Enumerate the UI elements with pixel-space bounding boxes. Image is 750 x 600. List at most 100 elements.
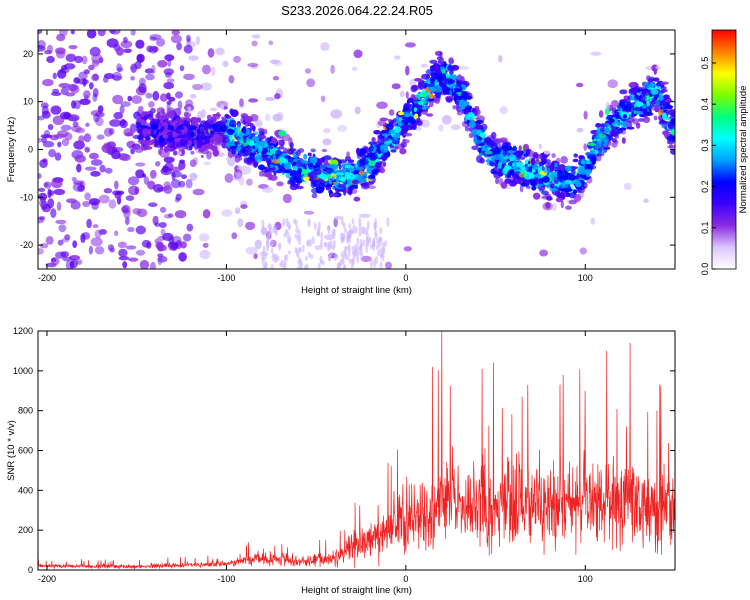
ridge-speckle bbox=[475, 119, 484, 125]
noise-speckle bbox=[288, 224, 292, 231]
ridge-speckle bbox=[670, 129, 675, 136]
noise-speckle bbox=[127, 226, 135, 233]
ridge-speckle bbox=[414, 78, 423, 82]
noise-speckle bbox=[148, 101, 155, 108]
noise-speckle bbox=[403, 246, 412, 252]
ridge-speckle bbox=[337, 183, 347, 189]
noise-speckle bbox=[270, 263, 274, 269]
noise-speckle bbox=[74, 154, 86, 163]
ridge-speckle bbox=[206, 114, 212, 121]
noise-speckle bbox=[335, 254, 339, 259]
ridge-speckle bbox=[467, 95, 471, 100]
noise-speckle bbox=[330, 64, 335, 74]
ridge-speckle bbox=[271, 137, 278, 144]
noise-speckle bbox=[284, 228, 288, 234]
noise-speckle bbox=[351, 218, 355, 225]
noise-speckle bbox=[54, 133, 66, 139]
noise-speckle bbox=[231, 232, 238, 240]
ridge-speckle bbox=[474, 139, 483, 144]
x-tick-label: -100 bbox=[217, 273, 235, 283]
ridge-speckle bbox=[546, 196, 553, 201]
spectrogram-field bbox=[38, 30, 675, 269]
ridge-speckle bbox=[471, 145, 479, 151]
noise-speckle bbox=[109, 247, 115, 253]
ridge-speckle bbox=[545, 159, 551, 164]
ridge-speckle bbox=[554, 179, 559, 184]
noise-speckle bbox=[183, 73, 195, 81]
ridge-speckle bbox=[315, 178, 324, 183]
ridge-speckle bbox=[422, 100, 429, 104]
ridge-speckle bbox=[428, 100, 434, 108]
ridge-speckle bbox=[283, 147, 289, 155]
ridge-speckle bbox=[407, 116, 415, 123]
ridge-speckle bbox=[426, 113, 434, 117]
ridge-speckle bbox=[489, 161, 496, 167]
noise-speckle bbox=[121, 204, 131, 214]
noise-speckle bbox=[346, 231, 350, 240]
ridge-speckle bbox=[184, 112, 192, 118]
ridge-speckle bbox=[203, 161, 211, 166]
noise-speckle bbox=[114, 180, 119, 190]
noise-speckle bbox=[81, 55, 88, 65]
noise-speckle bbox=[155, 161, 161, 167]
ridge-speckle bbox=[358, 170, 365, 176]
ridge-speckle bbox=[245, 159, 252, 165]
colorbar-tick-label: 0.0 bbox=[700, 263, 710, 276]
ridge-speckle bbox=[666, 135, 675, 142]
ridge-speckle bbox=[642, 103, 647, 109]
noise-speckle bbox=[224, 173, 234, 183]
ridge-speckle bbox=[213, 142, 218, 149]
noise-speckle bbox=[186, 223, 194, 232]
noise-speckle bbox=[175, 240, 182, 250]
ridge-speckle bbox=[619, 111, 623, 116]
ridge-speckle bbox=[288, 148, 297, 152]
noise-speckle bbox=[239, 165, 252, 175]
noise-speckle bbox=[177, 100, 183, 110]
noise-speckle bbox=[83, 133, 92, 143]
ridge-speckle bbox=[611, 130, 616, 137]
noise-speckle bbox=[319, 240, 323, 248]
noise-speckle bbox=[57, 239, 64, 246]
noise-speckle bbox=[623, 182, 632, 190]
noise-speckle bbox=[68, 45, 78, 50]
noise-speckle bbox=[175, 193, 182, 201]
noise-speckle bbox=[339, 259, 343, 266]
ridge-speckle bbox=[399, 90, 405, 98]
noise-speckle bbox=[262, 186, 274, 193]
noise-speckle bbox=[356, 237, 360, 246]
ridge-speckle bbox=[414, 113, 419, 119]
noise-speckle bbox=[304, 255, 308, 262]
noise-speckle bbox=[295, 225, 299, 234]
ridge-speckle bbox=[178, 134, 187, 139]
noise-speckle bbox=[90, 237, 103, 247]
noise-speckle bbox=[323, 128, 331, 134]
noise-speckle bbox=[76, 259, 83, 265]
noise-speckle bbox=[53, 188, 66, 196]
noise-speckle bbox=[576, 127, 584, 133]
ridge-speckle bbox=[135, 122, 142, 129]
ridge-speckle bbox=[155, 114, 159, 118]
ridge-speckle bbox=[655, 65, 661, 70]
ridge-speckle bbox=[662, 120, 669, 125]
ridge-speckle bbox=[162, 134, 169, 139]
ridge-speckle bbox=[269, 164, 274, 168]
noise-speckle bbox=[55, 47, 66, 55]
ridge-speckle bbox=[670, 148, 675, 155]
noise-speckle bbox=[38, 247, 44, 255]
noise-speckle bbox=[320, 259, 323, 265]
ridge-speckle bbox=[479, 157, 485, 164]
ridge-speckle bbox=[251, 136, 260, 141]
noise-speckle bbox=[148, 45, 158, 54]
ridge-speckle bbox=[398, 111, 405, 116]
ridge-speckle bbox=[254, 155, 263, 163]
ridge-speckle bbox=[629, 93, 635, 101]
ridge-speckle bbox=[464, 126, 470, 132]
ridge-speckle bbox=[518, 145, 522, 152]
noise-speckle bbox=[239, 98, 244, 107]
ridge-speckle bbox=[252, 125, 256, 132]
ridge-speckle bbox=[573, 194, 582, 202]
ridge-speckle bbox=[518, 171, 527, 178]
noise-speckle bbox=[196, 111, 204, 120]
ridge-speckle bbox=[453, 95, 457, 103]
noise-speckle bbox=[74, 100, 81, 110]
